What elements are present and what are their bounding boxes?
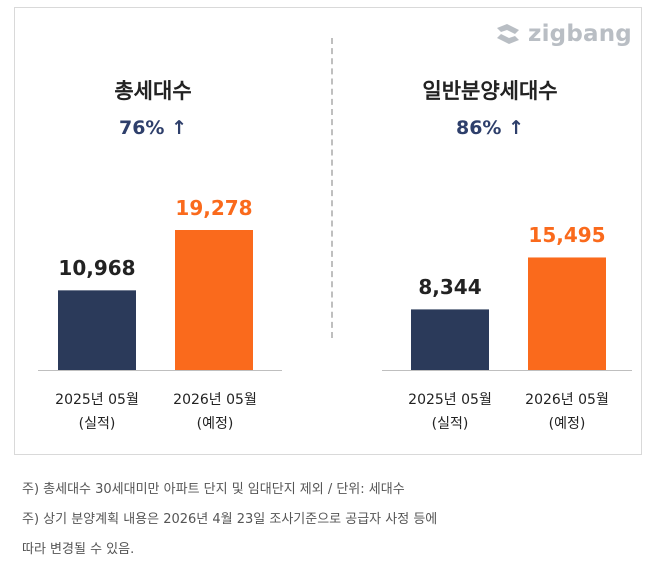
value-label: 15,495 [528,223,606,248]
category-note: (예정) [196,416,234,432]
bar-total-2025 [58,290,136,370]
panel-divider [331,38,333,338]
category-label: 2026년 05월 (예정) [502,388,632,436]
category-label: 2026년 05월 (예정) [150,388,280,436]
category-note: (실적) [431,416,469,432]
growth-total: 76% ↑ [118,117,187,139]
bar-total-2026 [175,230,253,370]
footnote-1: 주) 총세대수 30세대미만 아파트 단지 및 임대단지 제외 / 단위: 세대… [22,482,405,497]
value-label: 19,278 [175,196,253,220]
zigbang-logo: zigbang [493,20,632,48]
footnote-2: 주) 상기 분양계획 내용은 2026년 4월 23일 조사기준으로 공급자 사… [22,512,438,527]
category-date: 2025년 05월 [55,392,139,408]
category-date: 2026년 05월 [173,392,257,408]
category-date: 2025년 05월 [408,392,492,408]
value-label: 8,344 [418,275,482,300]
growth-presale: 86% ↑ [455,117,524,139]
bar-presale-2026 [528,257,606,370]
chart-frame [14,7,642,455]
category-label: 2025년 05월 (실적) [32,388,162,436]
category-date: 2026년 05월 [525,392,609,408]
zigbang-logo-icon [497,24,519,44]
category-note: (예정) [548,416,586,432]
bar-presale-2025 [411,309,489,370]
logo-text: zigbang [528,21,632,47]
footnote-3: 따라 변경될 수 있음. [22,542,135,557]
category-note: (실적) [78,416,116,432]
value-label: 10,968 [58,256,136,281]
x-axis-line-presale [382,370,632,371]
x-axis-line-total [38,370,282,371]
category-label: 2025년 05월 (실적) [385,388,515,436]
chart-title-presale: 일반분양세대수 [422,79,558,103]
chart-title-total: 총세대수 [114,79,192,103]
